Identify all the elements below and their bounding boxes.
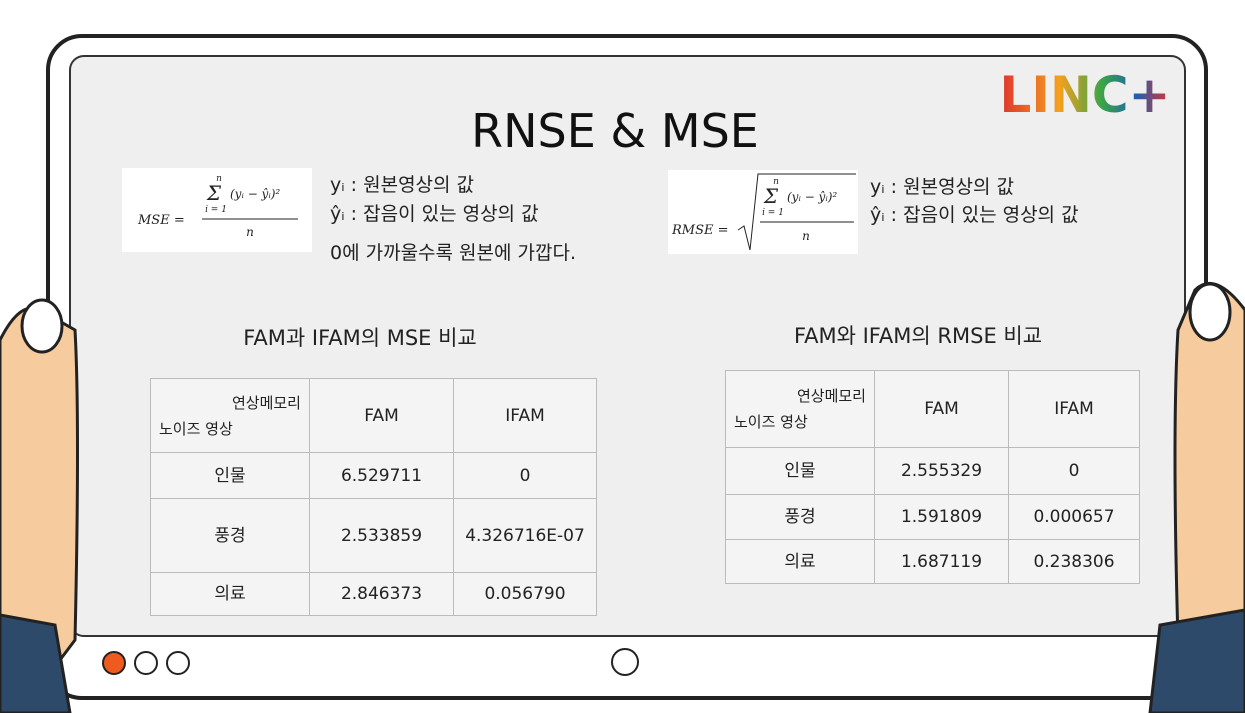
table-wrap: 연상메모리 노이즈 영상 FAM IFAM 인물 6.529711 0 풍경 2.533859 4… xyxy=(150,378,597,616)
cell: 0 xyxy=(453,452,597,499)
formula-lhs: MSE = xyxy=(137,213,185,228)
corner-top: 연상메모리 xyxy=(231,393,301,412)
rmse-formula: RMSE = n Σ i = 1 (yᵢ − ŷᵢ)² n xyxy=(668,170,858,254)
cell: 6.529711 xyxy=(309,452,454,499)
formula-denominator: n xyxy=(246,225,254,239)
note: 0에 가까울수록 원본에 가깝다. xyxy=(330,242,577,264)
corner-bottom: 노이즈 영상 xyxy=(734,413,808,431)
logo: LINC+ xyxy=(1000,66,1171,124)
cell: 2.555329 xyxy=(874,447,1009,495)
table-row: 의료 2.846373 0.056790 xyxy=(150,572,597,616)
column-header: FAM xyxy=(309,378,454,453)
slide-title: RNSE & MSE xyxy=(471,104,759,158)
formula-sum-bottom: i = 1 xyxy=(205,205,227,215)
column-header: IFAM xyxy=(453,378,597,453)
table-row: 의료 1.687119 0.238306 xyxy=(725,539,1140,584)
corner-top: 연상메모리 xyxy=(796,387,866,405)
data-table: 연상메모리 노이즈 영상 FAM IFAM 인물 2.555329 0 풍경 1.591809 0… xyxy=(725,370,1140,584)
note: yᵢ : 원본영상의 값 xyxy=(330,174,475,196)
table-wrap: 연상메모리 노이즈 영상 FAM IFAM 인물 2.555329 0 풍경 1.591809 0… xyxy=(725,370,1140,584)
formula-sum-top: n xyxy=(773,177,779,187)
corner-bottom: 노이즈 영상 xyxy=(159,419,233,438)
cell: 2.846373 xyxy=(309,572,454,616)
table-row: 인물 6.529711 0 xyxy=(150,452,597,499)
row-header: 인물 xyxy=(150,452,310,499)
column-header: FAM xyxy=(874,370,1009,448)
mse-formula: MSE = n Σ i = 1 (yᵢ − ŷᵢ)² n xyxy=(122,168,312,252)
note: ŷᵢ : 잡음이 있는 영상의 값 xyxy=(870,204,1079,226)
formula-term: (yᵢ − ŷᵢ)² xyxy=(787,190,837,204)
data-table: 연상메모리 노이즈 영상 FAM IFAM 인물 6.529711 0 풍경 2.533859 4… xyxy=(150,378,597,616)
table-row: 인물 2.555329 0 xyxy=(725,447,1140,495)
cell: 0.000657 xyxy=(1008,494,1140,540)
cell: 2.533859 xyxy=(309,498,454,573)
row-header: 인물 xyxy=(725,447,875,495)
header-row: 연상메모리 노이즈 영상 FAM IFAM xyxy=(725,370,1140,448)
column-header: IFAM xyxy=(1008,370,1140,448)
row-header: 풍경 xyxy=(150,498,310,573)
formula-lhs: RMSE = xyxy=(671,223,729,238)
note: yᵢ : 원본영상의 값 xyxy=(870,176,1015,198)
formula-denominator: n xyxy=(802,229,810,243)
row-header: 의료 xyxy=(725,539,875,584)
table-caption: FAM과 IFAM의 MSE 비교 xyxy=(243,326,477,350)
formula-term: (yᵢ − ŷᵢ)² xyxy=(230,187,280,201)
row-header: 풍경 xyxy=(725,494,875,540)
cell: 1.591809 xyxy=(874,494,1009,540)
row-header: 의료 xyxy=(150,572,310,616)
cell: 0 xyxy=(1008,447,1140,495)
formula-sum-bottom: i = 1 xyxy=(762,208,784,218)
cell: 4.326716E-07 xyxy=(453,498,597,573)
cell: 1.687119 xyxy=(874,539,1009,584)
header-row: 연상메모리 노이즈 영상 FAM IFAM xyxy=(150,378,597,453)
table-caption: FAM와 IFAM의 RMSE 비교 xyxy=(793,324,1043,348)
sum-sign: Σ xyxy=(206,181,222,205)
sum-sign: Σ xyxy=(763,184,779,208)
cell: 0.056790 xyxy=(453,572,597,616)
formula-sum-top: n xyxy=(216,174,222,184)
cell: 0.238306 xyxy=(1008,539,1140,584)
table-row: 풍경 2.533859 4.326716E-07 xyxy=(150,498,597,573)
table-row: 풍경 1.591809 0.000657 xyxy=(725,494,1140,540)
note: ŷᵢ : 잡음이 있는 영상의 값 xyxy=(330,203,539,225)
